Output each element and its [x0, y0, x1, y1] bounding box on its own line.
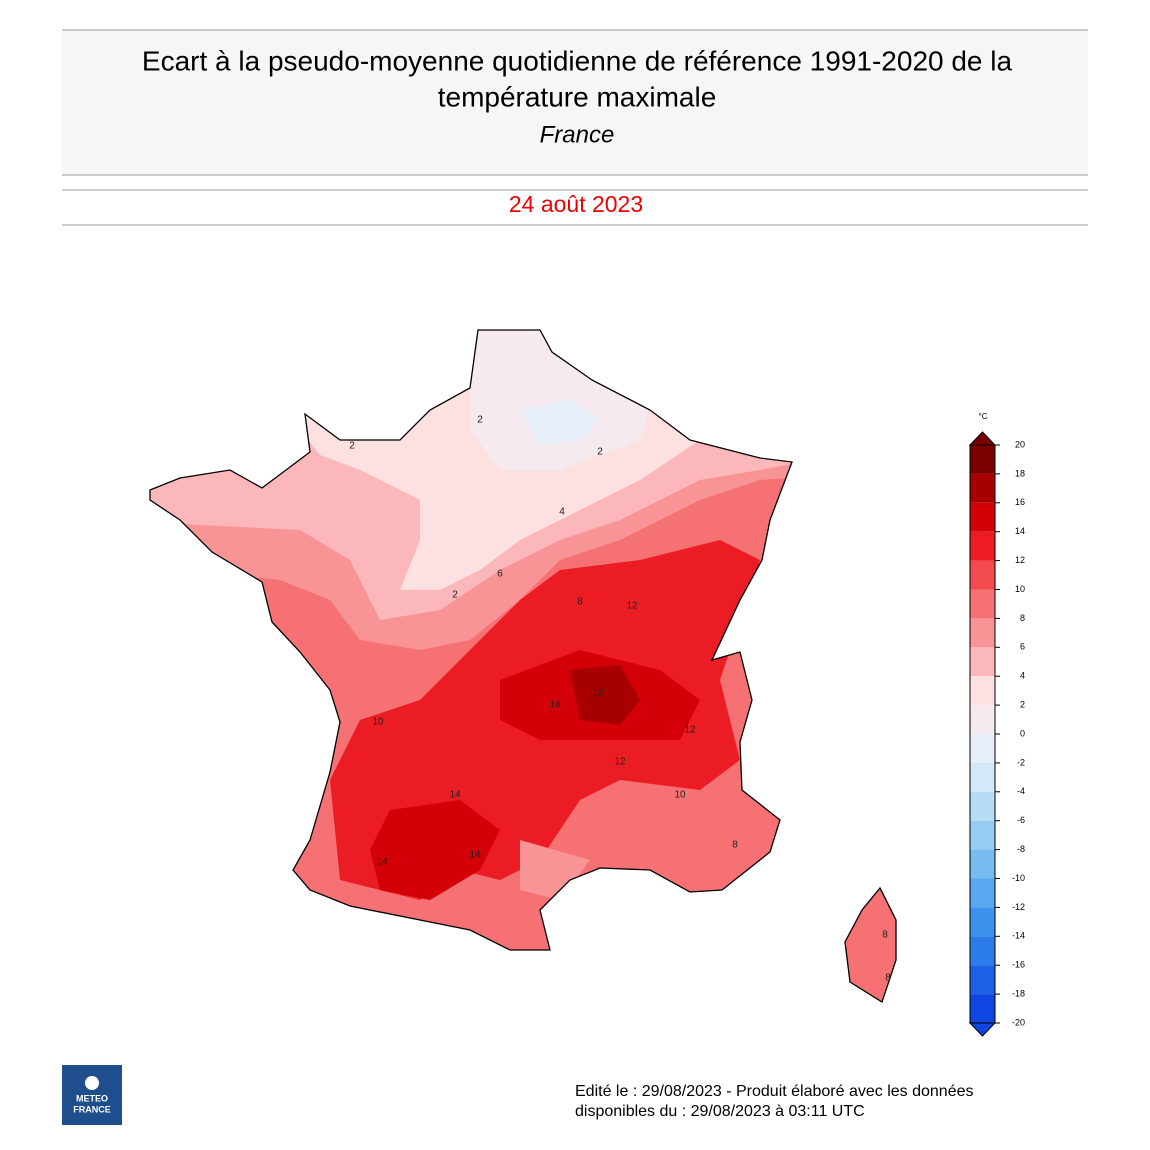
colorbar-unit: °C [979, 412, 988, 421]
contour-label: 14 [376, 857, 388, 868]
logo-text: FRANCE [73, 1104, 111, 1114]
colorbar-band [970, 618, 995, 648]
colorbar-tick-label: 2 [1020, 699, 1025, 709]
colorbar-band [970, 878, 995, 908]
colorbar-band [970, 445, 995, 474]
colorbar-band [970, 502, 995, 532]
colorbar-tick-label: -10 [1012, 873, 1025, 883]
colorbar-band [970, 676, 995, 706]
colorbar-band [970, 849, 995, 879]
footer-text: Edité le : 29/08/2023 - Produit élaboré … [575, 1083, 974, 1100]
contour-label: 8 [577, 597, 583, 608]
footer-text: disponibles du : 29/08/2023 à 03:11 UTC [575, 1103, 865, 1120]
colorbar-band [970, 734, 995, 763]
contour-label: 12 [626, 601, 638, 612]
contour-label: 12 [592, 688, 604, 699]
contour-labels: 2 2 2 2 4 6 8 10 12 12 14 14 14 14 12 10 12 8 8 8 [349, 415, 891, 984]
colorbar-tick-label: -2 [1017, 757, 1025, 767]
colorbar-tick-label: 16 [1015, 497, 1025, 507]
contour-label: 14 [549, 700, 561, 711]
contour-label: 2 [597, 447, 603, 458]
colorbar-tick-label: -16 [1012, 960, 1025, 970]
contour-label: 12 [614, 757, 626, 768]
header-box [62, 30, 1088, 175]
colorbar-band [970, 705, 995, 734]
colorbar-band [970, 560, 995, 590]
title: température maximale [438, 81, 717, 112]
contour-label: 6 [497, 569, 503, 580]
colorbar-band [970, 762, 995, 792]
contour-label: 8 [732, 840, 738, 851]
colorbar-tick-label: 12 [1015, 555, 1025, 565]
colorbar-tick-label: 14 [1015, 526, 1025, 536]
colorbar-band [970, 589, 995, 619]
logo-mark [85, 1076, 99, 1090]
contour-label: 2 [477, 415, 483, 426]
colorbar-tick-label: 10 [1015, 584, 1025, 594]
colorbar-tick-label: -18 [1012, 988, 1025, 998]
colorbar-tick-label: -8 [1017, 844, 1025, 854]
contour-label: 8 [885, 973, 891, 984]
colorbar-tick-label: -6 [1017, 815, 1025, 825]
colorbar-band [970, 907, 995, 937]
contour-label: 14 [449, 790, 461, 801]
colorbar-tick-label: -12 [1012, 902, 1025, 912]
colorbar-band [970, 473, 995, 503]
contour-label: 8 [882, 930, 888, 941]
contour-label: 14 [469, 850, 481, 861]
colorbar-band [970, 791, 995, 821]
date: 24 août 2023 [509, 191, 643, 217]
colorbar-band [970, 965, 995, 995]
contour-label: 4 [559, 507, 565, 518]
colorbar-tick-label: -20 [1012, 1017, 1025, 1027]
colorbar-tick-label: 4 [1020, 671, 1025, 681]
colorbar-tick-label: 8 [1020, 613, 1025, 623]
logo-text: METEO [76, 1093, 108, 1103]
contour-label: 10 [674, 790, 686, 801]
contour-label: 2 [452, 590, 458, 601]
colorbar-tick-label: 0 [1020, 728, 1025, 738]
colorbar-tick-label: -14 [1012, 931, 1025, 941]
contour-label: 10 [372, 717, 384, 728]
colorbar-cap [968, 431, 997, 446]
contour-label: 12 [684, 725, 696, 736]
colorbar-tick-label: -4 [1017, 786, 1025, 796]
colorbar-band [970, 531, 995, 561]
contour-label: 2 [349, 441, 355, 452]
colorbar-band [970, 936, 995, 966]
colorbar-tick-label: 20 [1015, 439, 1025, 449]
region: France [540, 121, 615, 148]
colorbar: 20181614121086420-2-4-6-8-10-12-14-16-18… [968, 431, 1025, 1037]
colorbar-band [970, 647, 995, 677]
colorbar-band [970, 820, 995, 850]
colorbar-cap [968, 1022, 997, 1037]
title: Ecart à la pseudo-moyenne quotidienne de… [142, 45, 1013, 76]
colorbar-band [970, 994, 995, 1023]
colorbar-tick-label: 18 [1015, 468, 1025, 478]
colorbar-tick-label: 6 [1020, 642, 1025, 652]
logo [62, 1065, 122, 1125]
map [150, 330, 896, 1002]
